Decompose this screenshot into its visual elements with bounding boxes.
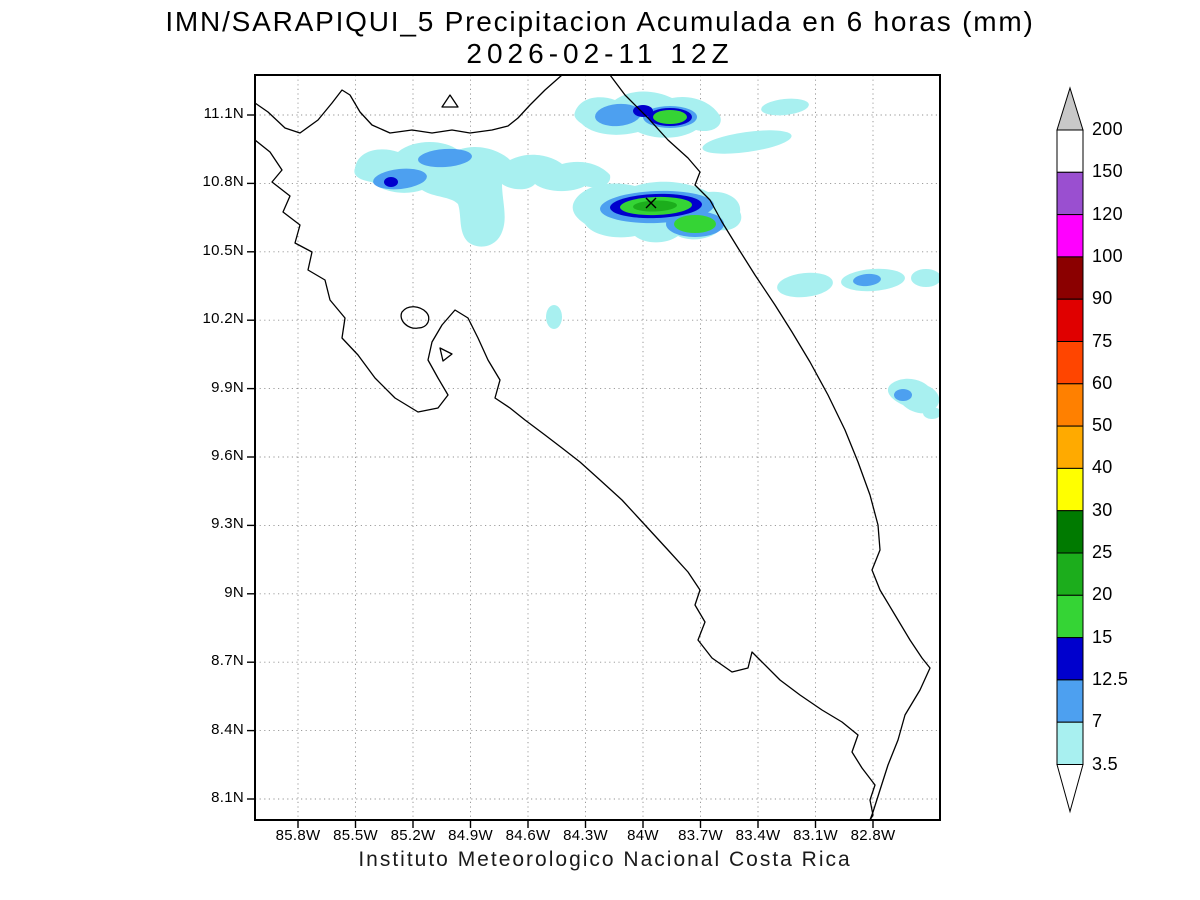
precipitation-map	[247, 74, 941, 828]
pacific-coast-line	[255, 139, 876, 820]
station-cross-marker-icon	[645, 197, 657, 209]
colorbar-segment	[1056, 679, 1084, 723]
colorbar-tick-label: 90	[1092, 288, 1113, 309]
lon-tick-label: 85.8W	[275, 827, 321, 844]
lat-tick-label: 10.8N	[202, 173, 244, 191]
colorbar-segment	[1056, 256, 1084, 300]
lon-tick-label: 84.9W	[448, 827, 493, 844]
colorbar-segment	[1056, 594, 1084, 639]
precip-shading-15-25mm	[620, 110, 716, 233]
colorbar-tick-label: 12.5	[1092, 668, 1129, 689]
colorbar-segment	[1056, 298, 1084, 342]
lake-outline	[400, 306, 430, 329]
colorbar-tick-label: 7	[1092, 711, 1103, 732]
map-frame	[254, 74, 941, 821]
islet-outline	[441, 94, 459, 108]
page-title: IMN/SARAPIQUI_5 Precipitacion Acumulada …	[165, 6, 1035, 37]
lon-tick-label: 83.1W	[793, 827, 838, 844]
lat-tick-label: 8.1N	[211, 789, 244, 806]
colorbar-tick-label: 20	[1092, 584, 1113, 605]
lon-tick-label: 83.7W	[678, 827, 723, 844]
colorbar-segment	[1056, 214, 1084, 258]
lat-tick-label: 8.4N	[211, 720, 244, 738]
colorbar-tick-label: 100	[1092, 245, 1123, 266]
colorbar-segment	[1056, 510, 1084, 554]
colorbar-scale	[1056, 86, 1084, 814]
axis-ticks-group	[247, 114, 874, 828]
colorbar-tick-label: 40	[1092, 457, 1113, 478]
nicaragua-border-line	[255, 75, 563, 134]
lon-tick-label: 84W	[627, 827, 659, 844]
caribbean-coast-line	[609, 75, 931, 820]
colorbar-tick-label: 60	[1092, 372, 1113, 393]
colorbar-bottom-arrow	[1056, 764, 1084, 814]
lon-tick-label: 84.6W	[505, 827, 551, 844]
lat-tick-label: 10.5N	[202, 241, 244, 259]
colorbar-segment	[1056, 171, 1084, 216]
colorbar-tick-label: 120	[1092, 203, 1123, 224]
lat-tick-label: 9.3N	[211, 515, 244, 533]
lat-tick-label: 9N	[224, 583, 244, 601]
precipitation-shading-group	[354, 91, 940, 419]
colorbar-tick-label: 150	[1092, 161, 1123, 182]
lat-tick-label: 11.1N	[203, 105, 244, 122]
valid-time-subtitle: 2026-02-11 12Z	[466, 38, 734, 69]
lat-tick-label: 8.7N	[211, 652, 244, 670]
colorbar-tick-label: 15	[1092, 626, 1113, 647]
colorbar-segment	[1056, 383, 1084, 427]
colorbar-tick-label: 30	[1092, 499, 1113, 520]
colorbar-tick-label: 75	[1092, 330, 1113, 351]
colorbar-segment	[1056, 467, 1084, 512]
lon-tick-label: 85.5W	[333, 827, 378, 844]
coastline-group	[255, 75, 931, 820]
gulf-island-outline	[439, 347, 453, 362]
colorbar-segment	[1056, 721, 1084, 766]
lat-tick-label: 10.2N	[202, 310, 244, 328]
lon-tick-label: 84.3W	[563, 827, 608, 844]
lat-tick-label: 9.9N	[211, 378, 244, 396]
lon-tick-label: 85.2W	[390, 827, 436, 844]
gridlines-group	[255, 75, 940, 820]
colorbar-tick-label: 50	[1092, 415, 1113, 436]
colorbar-segment	[1056, 552, 1084, 596]
colorbar-tick-label: 200	[1092, 119, 1123, 139]
colorbar-tick-label: 3.5	[1092, 753, 1118, 774]
footer-caption: Instituto Meteorologico Nacional Costa R…	[358, 848, 852, 871]
colorbar-segment	[1056, 425, 1084, 469]
lat-tick-label: 9.6N	[211, 447, 244, 464]
lon-tick-label: 83.4W	[735, 827, 781, 844]
colorbar-segment	[1056, 129, 1084, 173]
colorbar-segment	[1056, 637, 1084, 681]
colorbar-segment	[1056, 341, 1084, 385]
colorbar-top-arrow	[1056, 86, 1084, 131]
colorbar-tick-label: 25	[1092, 542, 1113, 562]
precip-shading-3-5mm	[354, 91, 940, 419]
lon-tick-label: 82.8W	[850, 827, 896, 844]
